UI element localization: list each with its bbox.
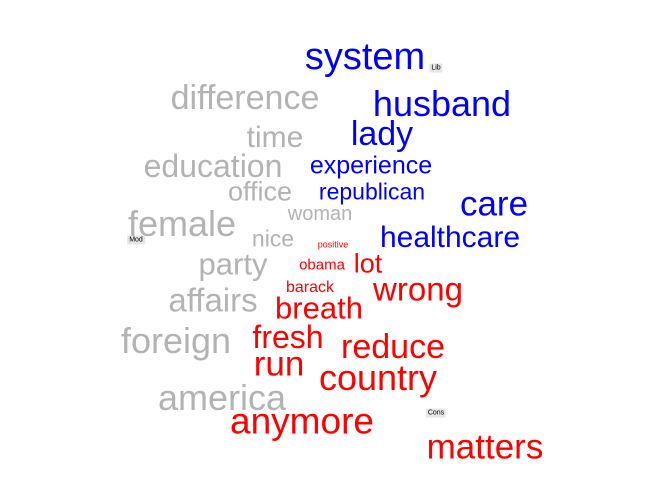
label-cons: Cons — [425, 408, 447, 418]
word-husband: husband — [372, 83, 512, 124]
word-america: america — [157, 377, 287, 418]
word-country: country — [318, 357, 438, 398]
word-positive: positive — [317, 239, 349, 250]
word-care: care — [459, 184, 529, 224]
label-mod: Mod — [127, 235, 145, 245]
word-female: female — [127, 203, 237, 244]
label-lib: Lib — [429, 63, 443, 73]
word-reduce: reduce — [341, 328, 445, 366]
word-lady: lady — [350, 115, 414, 153]
word-office: office — [227, 176, 293, 207]
word-healthcare: healthcare — [379, 221, 521, 254]
word-nice: nice — [251, 225, 295, 252]
word-time: time — [246, 121, 304, 154]
word-affairs: affairs — [168, 281, 258, 319]
word-breath: breath — [275, 290, 363, 326]
word-run: run — [253, 344, 305, 384]
word-obama: obama — [299, 256, 345, 274]
word-woman: woman — [287, 203, 353, 225]
word-party: party — [198, 246, 268, 282]
word-experience: experience — [309, 151, 433, 180]
word-difference: difference — [170, 79, 320, 117]
word-anymore: anymore — [230, 400, 374, 442]
word-matters: matters — [426, 427, 544, 467]
word-barack: barack — [285, 279, 335, 296]
word-republican: republican — [318, 178, 426, 205]
word-lot: lot — [353, 248, 383, 279]
word-fresh: fresh — [252, 319, 324, 355]
word-system: system — [304, 36, 426, 78]
word-wrong: wrong — [373, 270, 463, 308]
word-foreign: foreign — [120, 320, 232, 361]
word-education: education — [143, 148, 283, 184]
